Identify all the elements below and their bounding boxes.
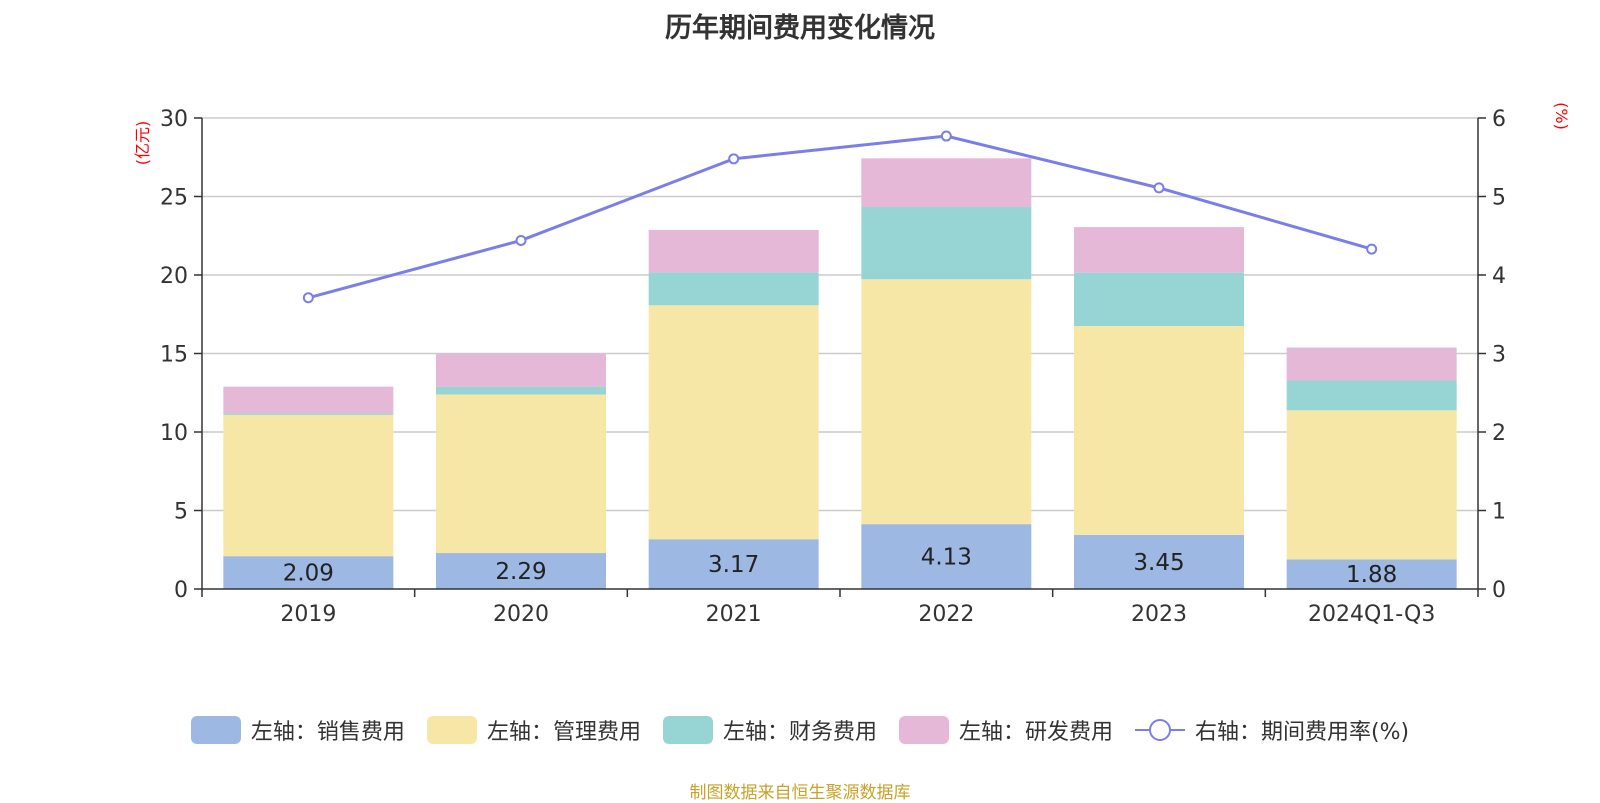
legend-swatch-rate — [1134, 716, 1185, 744]
legend-label-sales: 左轴：销售费用 — [250, 720, 405, 745]
left-axis-unit: (亿元) — [133, 121, 152, 166]
right-tick-label: 2 — [1492, 421, 1506, 446]
bar-rd — [1286, 347, 1457, 381]
bar-sales — [223, 556, 394, 589]
bar-admin — [648, 305, 819, 540]
bar-finance — [861, 207, 1032, 280]
right-tick-label: 1 — [1492, 500, 1506, 525]
rate-point — [1366, 243, 1378, 255]
left-tick-label: 25 — [160, 186, 188, 211]
right-tick-label: 4 — [1492, 264, 1506, 289]
legend-label-admin: 左轴：管理费用 — [486, 720, 641, 745]
right-tick-label: 3 — [1492, 343, 1506, 368]
bar-finance — [648, 272, 819, 306]
rate-point — [1153, 182, 1165, 194]
bar-admin — [861, 279, 1032, 525]
x-tick-label: 2022 — [918, 602, 974, 627]
legend-swatch-finance — [662, 716, 713, 744]
data-label-sales: 3.17 — [708, 552, 759, 578]
bar-layer — [223, 158, 1457, 589]
left-tick-label: 10 — [160, 421, 188, 446]
legend-item-admin[interactable]: 左轴：管理费用 — [426, 714, 641, 746]
left-tick-label: 20 — [160, 264, 188, 289]
x-tick-label: 2023 — [1131, 602, 1187, 627]
bar-sales — [861, 524, 1032, 589]
bar-rd — [648, 229, 819, 273]
right-tick-label: 0 — [1492, 578, 1506, 603]
legend-item-finance[interactable]: 左轴：财务费用 — [662, 714, 877, 746]
grid-lines — [202, 117, 1478, 512]
bar-finance — [223, 413, 394, 415]
data-label-sales: 3.45 — [1133, 550, 1184, 576]
bar-sales — [1074, 534, 1244, 589]
bar-rd — [861, 158, 1032, 208]
legend-label-rd: 左轴：研发费用 — [958, 720, 1113, 745]
right-tick-label: 6 — [1492, 107, 1506, 132]
right-axis-unit: (%) — [1552, 102, 1571, 130]
bar-sales — [436, 553, 606, 589]
bar-admin — [223, 414, 394, 557]
rate-point — [728, 153, 740, 165]
left-tick-label: 30 — [160, 107, 188, 132]
legend-swatch-sales — [190, 716, 241, 744]
legend: 左轴：销售费用 左轴：管理费用 左轴：财务费用 左轴：研发费用 右轴：期间费用率… — [0, 714, 1600, 746]
rate-line — [307, 134, 1373, 300]
x-tick-label: 2024Q1-Q3 — [1308, 602, 1435, 627]
chart-area: 2.09 2.29 3.17 4.13 3.45 1.88 051015202530012… — [133, 102, 1571, 627]
data-label-sales: 2.29 — [495, 559, 546, 585]
bar-admin — [1286, 410, 1457, 560]
bar-finance — [436, 386, 606, 395]
source-footer: 制图数据来自恒生聚源数据库 — [689, 783, 911, 803]
right-tick-label: 5 — [1492, 186, 1506, 211]
data-label-layer: 2.09 2.29 3.17 4.13 3.45 1.88 — [283, 545, 1398, 589]
bar-admin — [436, 394, 606, 554]
left-tick-label: 0 — [174, 578, 188, 603]
left-tick-label: 15 — [160, 343, 188, 368]
data-label-sales: 1.88 — [1346, 562, 1397, 588]
left-tick-label: 5 — [174, 500, 188, 525]
data-label-sales: 4.13 — [921, 545, 972, 571]
bar-sales — [1286, 559, 1457, 589]
legend-item-rd[interactable]: 左轴：研发费用 — [898, 714, 1113, 746]
rate-line-layer — [302, 130, 1378, 304]
bar-rd — [223, 386, 394, 414]
legend-item-rate[interactable]: 右轴：期间费用率(%) — [1134, 714, 1410, 746]
axis-layer: 0 5 10 15 20 25 30 0 1 2 3 4 5 6 (亿元) (%) 2019 2020 2021 20… — [133, 102, 1571, 627]
bar-admin — [1074, 326, 1244, 535]
x-tick-label: 2020 — [493, 602, 549, 627]
rate-point — [302, 292, 314, 304]
x-tick-label: 2019 — [280, 602, 336, 627]
bar-finance — [1074, 272, 1244, 327]
bar-finance — [1286, 380, 1457, 411]
legend-label-finance: 左轴：财务费用 — [722, 720, 877, 745]
data-label-sales: 2.09 — [283, 561, 334, 587]
legend-label-rate: 右轴：期间费用率(%) — [1194, 720, 1410, 745]
legend-item-sales[interactable]: 左轴：销售费用 — [190, 714, 405, 746]
bar-sales — [648, 539, 819, 589]
bar-rd — [1074, 227, 1244, 273]
rate-point — [515, 234, 527, 246]
legend-swatch-admin — [426, 716, 477, 744]
rate-point — [940, 130, 952, 142]
chart-title: 历年期间费用变化情况 — [665, 13, 935, 44]
bar-rd — [436, 353, 606, 387]
x-tick-label: 2021 — [706, 602, 762, 627]
legend-swatch-rd — [898, 716, 949, 744]
